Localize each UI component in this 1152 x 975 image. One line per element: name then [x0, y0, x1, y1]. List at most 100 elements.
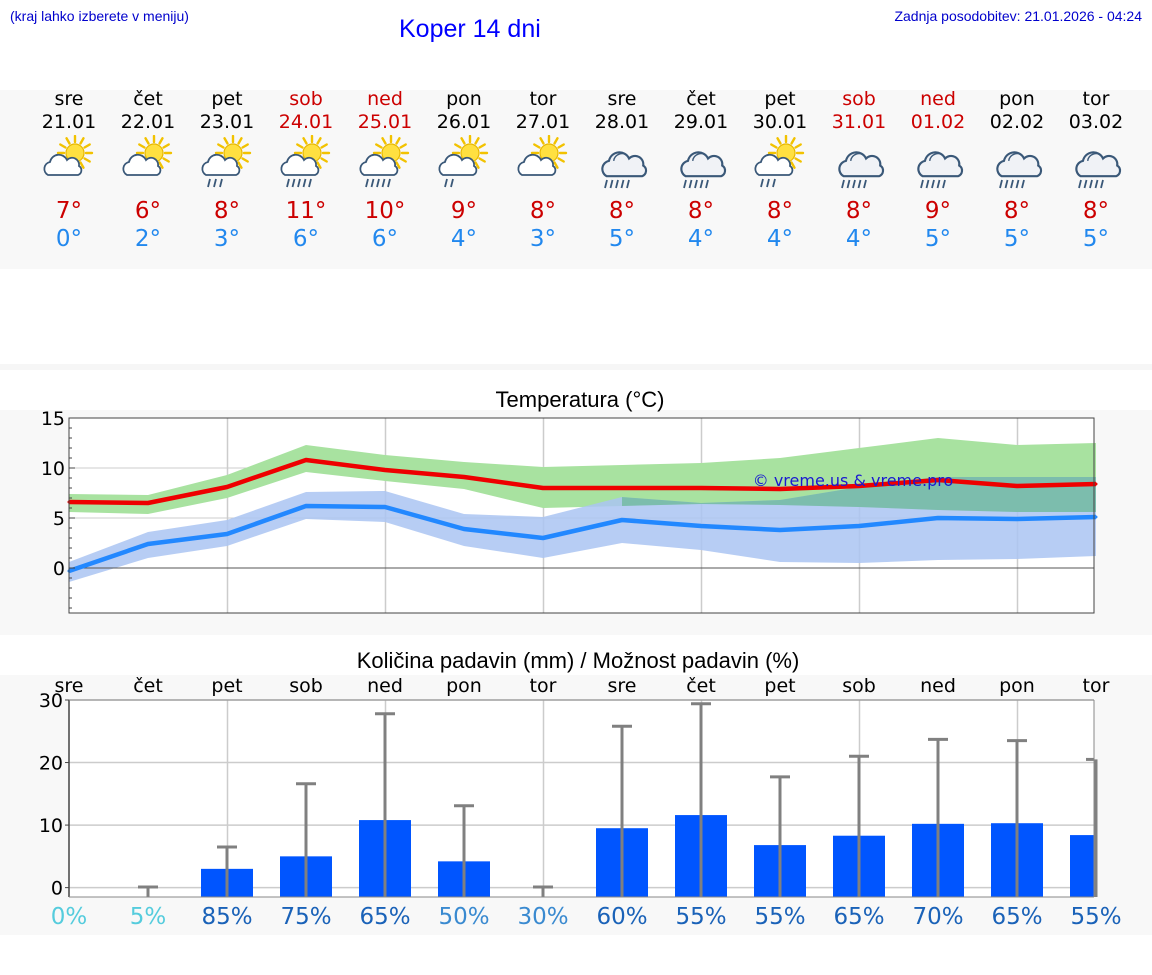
max-temperature-point [146, 501, 150, 505]
precipitation-day-label: sre [54, 675, 84, 697]
day-date: 31.01 [831, 111, 887, 133]
min-temperature: 0° [55, 226, 83, 252]
min-temperature: 4° [845, 226, 873, 252]
y-tick-label: 5 [53, 508, 65, 530]
temperature-chart: © vreme.us & vreme.pro 0 5 10 15 [41, 410, 1098, 614]
min-temperature-point [383, 505, 387, 509]
day-date: 22.01 [120, 111, 176, 133]
precipitation-chance-label: 55% [1070, 904, 1122, 930]
sun-cloud-rain-icon [280, 135, 331, 188]
precipitation-chance-label: 65% [359, 904, 411, 930]
precipitation-chart: 0 10 20 30 [39, 690, 1098, 900]
day-column: čet 29.01 8° 4° [661, 88, 741, 253]
min-temperature: 4° [687, 226, 715, 252]
max-temperature: 8° [213, 198, 241, 224]
precipitation-bar [1070, 835, 1094, 897]
day-date: 03.02 [1068, 111, 1124, 133]
min-temperature: 4° [766, 226, 794, 252]
day-column: pet 30.01 8° 4° [740, 88, 820, 253]
separator [0, 364, 1152, 370]
max-temperature-point [1015, 484, 1019, 488]
sun-cloud-light-rain-icon [754, 135, 805, 188]
y-tick-label: 15 [41, 410, 65, 430]
max-temperature-point [620, 486, 624, 490]
day-date: 29.01 [673, 111, 729, 133]
min-temperature: 3° [529, 226, 557, 252]
day-date: 30.01 [752, 111, 808, 133]
day-column: ned 01.02 9° 5° [898, 88, 978, 253]
day-name: čet [686, 88, 716, 110]
max-temperature: 8° [1082, 198, 1110, 224]
sun-cloud-rain-icon [359, 135, 410, 188]
precipitation-chance-label: 65% [991, 904, 1043, 930]
day-date: 28.01 [594, 111, 650, 133]
day-column: sre 21.01 7° 0° [29, 88, 109, 253]
max-temperature-point [1094, 482, 1098, 486]
max-temperature-point [462, 475, 466, 479]
day-column: pet 23.01 8° 3° [187, 88, 267, 253]
min-temperature: 3° [213, 226, 241, 252]
region-note: (kraj lahko izberete v meniju) [10, 8, 189, 24]
temperature-chart-title: Temperatura (°C) [495, 387, 665, 412]
max-temperature: 8° [608, 198, 636, 224]
precipitation-chance-label: 65% [833, 904, 885, 930]
y-tick-label: 30 [39, 690, 63, 712]
day-column: ned 25.01 10° 6° [345, 88, 425, 253]
min-temperature-point [857, 524, 861, 528]
y-tick-label: 20 [39, 753, 63, 775]
min-temperature-point [1094, 515, 1098, 519]
min-temperature-point [778, 528, 782, 532]
sun-cloud-icon [517, 135, 568, 176]
cloud-rain-icon [1075, 151, 1122, 189]
day-date: 01.02 [910, 111, 966, 133]
cloud-rain-icon [996, 151, 1043, 189]
precipitation-chart-title: Količina padavin (mm) / Možnost padavin … [356, 648, 800, 673]
precipitation-chance-label: 60% [596, 904, 648, 930]
min-temperature-point [936, 516, 940, 520]
day-date: 27.01 [515, 111, 571, 133]
day-name: sre [54, 88, 84, 110]
day-column: pon 26.01 9° 4° [424, 88, 504, 253]
min-temperature: 5° [1003, 226, 1031, 252]
precipitation-day-label: tor [1082, 675, 1110, 697]
day-column: sre 28.01 8° 5° [582, 88, 662, 253]
min-temperature-point [225, 532, 229, 536]
last-update: Zadnja posodobitev: 21.01.2026 - 04:24 [894, 8, 1142, 24]
precipitation-chance-label: 85% [201, 904, 253, 930]
max-temperature: 8° [845, 198, 873, 224]
max-temperature-point [857, 484, 861, 488]
precipitation-day-label: sob [289, 675, 323, 697]
max-temperature-point [936, 478, 940, 482]
precipitation-day-label: pon [999, 675, 1035, 697]
day-date: 21.01 [41, 111, 97, 133]
precipitation-chance-label: 5% [129, 904, 167, 930]
sun-cloud-icon [43, 135, 94, 176]
cloud-rain-icon [917, 151, 964, 189]
max-temperature: 8° [529, 198, 557, 224]
precipitation-day-label: čet [686, 675, 716, 697]
day-name: pet [764, 88, 796, 110]
day-name: tor [1082, 88, 1110, 110]
min-temperature: 5° [924, 226, 952, 252]
min-temperature: 6° [292, 226, 320, 252]
day-column: čet 22.01 6° 2° [108, 88, 188, 253]
precipitation-day-label: sob [842, 675, 876, 697]
day-date: 26.01 [436, 111, 492, 133]
precipitation-day-label: pon [446, 675, 482, 697]
max-temperature: 9° [924, 198, 952, 224]
band-overlap [622, 477, 1096, 512]
precipitation-day-label: čet [133, 675, 163, 697]
precipitation-chance-label: 0% [50, 904, 88, 930]
y-tick-label: 10 [41, 458, 65, 480]
day-name: pon [999, 88, 1035, 110]
day-date: 25.01 [357, 111, 413, 133]
sun-cloud-drizzle-icon [438, 135, 489, 188]
day-name: čet [133, 88, 163, 110]
min-temperature-point [541, 536, 545, 540]
plot-frame [68, 417, 1095, 614]
precipitation-chance-label: 55% [754, 904, 806, 930]
min-temperature-line [68, 503, 1097, 574]
max-temperature-point [778, 487, 782, 491]
cloud-rain-icon [601, 151, 648, 189]
day-column: pon 02.02 8° 5° [977, 88, 1057, 253]
